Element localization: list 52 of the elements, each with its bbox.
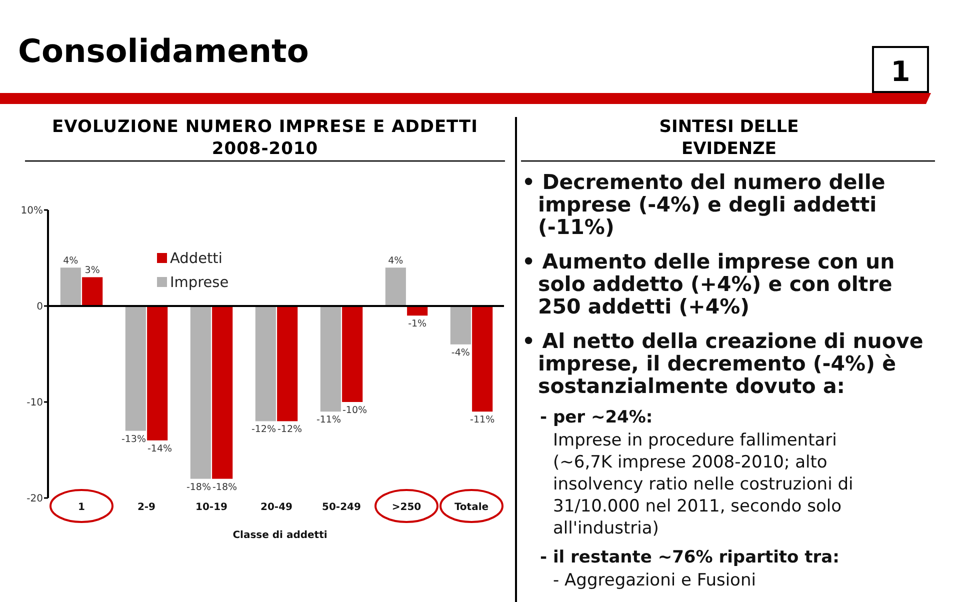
bar [147, 306, 168, 440]
bar [342, 306, 363, 402]
x-tick-label: 20-49 [260, 502, 293, 513]
data-label: -11% [470, 414, 495, 426]
y-tick-label: -10 [26, 398, 43, 408]
data-label: -4% [451, 347, 470, 358]
bar [385, 268, 406, 306]
data-label: -1% [408, 318, 427, 330]
data-label: -12% [251, 424, 276, 436]
data-label: 4% [63, 256, 78, 267]
x-tick-label: >250 [392, 502, 422, 513]
data-label: -14% [148, 443, 172, 454]
bar [190, 306, 211, 479]
text: - il restante ~76% ripartito tra: [540, 548, 840, 568]
bar [277, 306, 298, 422]
chart-title: Consolidamento [18, 32, 309, 70]
bar [472, 306, 493, 412]
data-label: -13% [121, 434, 146, 445]
data-label: 4% [388, 256, 404, 267]
text: • Al netto della creazione di nuove imprese, il decremento (-4%) è sostanzialmente dovuto a: [522, 329, 924, 398]
data-label: -18% [212, 482, 238, 493]
y-tick-label: 0 [36, 302, 43, 312]
data-label: 3% [84, 265, 100, 276]
data-label: -12% [278, 424, 302, 436]
x-tick-label: 10-19 [196, 502, 228, 513]
bar [82, 277, 103, 306]
bar [212, 306, 233, 479]
text: • Decremento del numero delle imprese (-4%) e degli addetti (-11%) [522, 170, 886, 239]
x-tick-label: 2-9 [137, 502, 156, 513]
bar [320, 306, 341, 412]
x-tick-label: 1 [78, 502, 86, 513]
bar [60, 268, 81, 306]
data-label: -10% [342, 405, 368, 416]
x-axis-title: Classe di addetti [232, 530, 328, 541]
data-label: -18% [186, 482, 211, 493]
legend-label: Imprese [170, 275, 229, 291]
legend-label: Addetti [170, 251, 222, 267]
bar [450, 306, 471, 344]
text: • Aumento delle imprese con un solo addetto (+4%) e con oltre 250 addetti (+4%) [522, 250, 895, 318]
y-tick-label: 10% [20, 206, 43, 216]
text: - per ~24%: [540, 408, 653, 428]
data-label: -11% [316, 414, 341, 426]
text: - Aggregazioni e Fusioni [553, 570, 756, 590]
text: Imprese in procedure fallimentari (~6,7K imprese 2008-2010; alto insolvency ratio nelle costruzioni di 31/10.000 nel 2011, secondo solo all'industria) [553, 430, 854, 538]
x-tick-label: Totale [454, 502, 489, 513]
text: 1 [890, 55, 910, 88]
text: SINTESI DELLE EVIDENZE [659, 117, 799, 159]
chart-subtitle: EVOLUZIONE NUMERO IMPRESE E ADDETTI 2008-2010 [52, 117, 478, 159]
x-tick-label: 50-249 [322, 502, 362, 513]
bar [255, 306, 276, 422]
bar [125, 306, 146, 431]
y-tick-label: -20 [26, 494, 43, 504]
